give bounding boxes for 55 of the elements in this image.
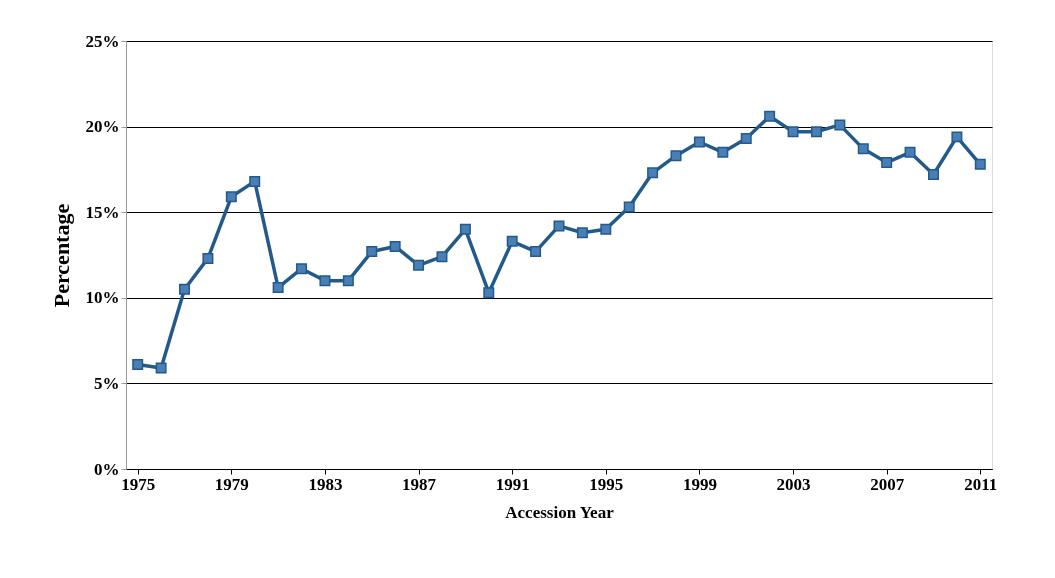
x-tick-label: 1999 <box>682 474 717 494</box>
point <box>296 263 308 275</box>
point <box>413 259 425 271</box>
x-tick-label: 1991 <box>495 474 530 494</box>
point <box>623 201 635 213</box>
point <box>764 110 776 122</box>
x-tick-label: 2007 <box>870 474 905 494</box>
point <box>881 157 893 169</box>
x-tick-label: 1983 <box>308 474 343 494</box>
point <box>319 275 331 287</box>
y-axis-title: Percentage <box>48 203 74 308</box>
point <box>202 252 214 264</box>
point <box>834 119 846 131</box>
point <box>670 150 682 162</box>
point <box>693 136 705 148</box>
y-tick-label: 5% <box>94 373 120 393</box>
point <box>155 362 167 374</box>
point <box>647 167 659 179</box>
point <box>740 133 752 145</box>
point <box>576 227 588 239</box>
x-axis-title: Accession Year <box>505 502 615 522</box>
x-tick-label: 1987 <box>402 474 437 494</box>
y-tick-label: 20% <box>85 117 120 137</box>
x-tick-label: 2003 <box>776 474 811 494</box>
point <box>366 246 378 258</box>
point <box>951 131 963 143</box>
x-tick-label: 1995 <box>589 474 624 494</box>
point <box>974 158 986 170</box>
point <box>600 223 612 235</box>
x-tick-label: 1979 <box>214 474 249 494</box>
point <box>857 143 869 155</box>
point <box>179 283 191 295</box>
point <box>904 146 916 158</box>
y-tick-label: 0% <box>94 459 120 479</box>
point <box>810 126 822 138</box>
point <box>483 287 495 299</box>
point <box>506 235 518 247</box>
point <box>225 191 237 203</box>
y-tick-label: 15% <box>85 202 120 222</box>
point <box>436 251 448 263</box>
point <box>787 126 799 138</box>
point <box>132 359 144 371</box>
point <box>389 240 401 252</box>
x-tick-label: 2011 <box>964 474 998 494</box>
point <box>927 169 939 181</box>
point <box>249 175 261 187</box>
x-tick-label: 1975 <box>121 474 156 494</box>
point <box>272 282 284 294</box>
y-tick-label: 10% <box>85 288 120 308</box>
y-tick-label: 25% <box>85 31 120 51</box>
point <box>553 220 565 232</box>
point <box>717 146 729 158</box>
point <box>530 246 542 258</box>
point <box>342 275 354 287</box>
point <box>459 223 471 235</box>
